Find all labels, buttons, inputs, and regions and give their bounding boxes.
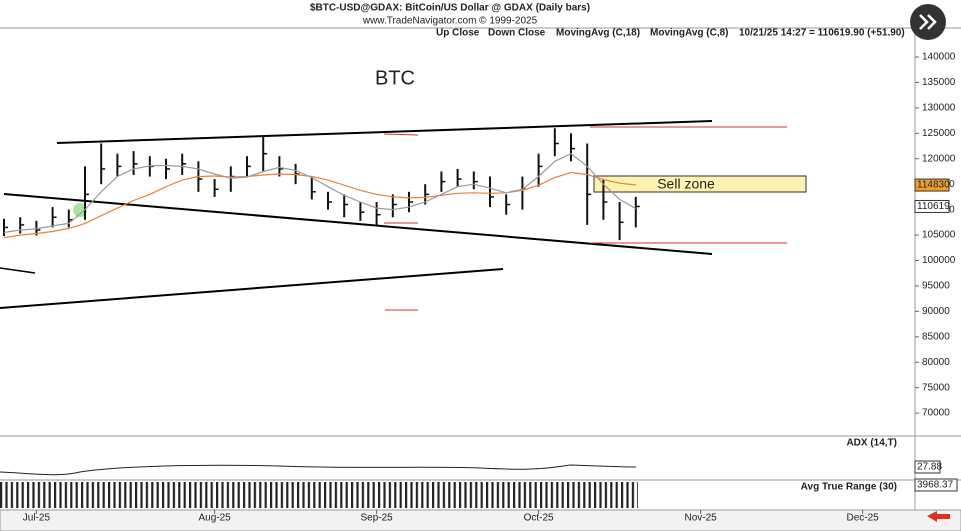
indicator-value: 3968.37: [917, 480, 954, 491]
y-tick-label: 120000: [922, 153, 956, 164]
indicator-name: ADX (14,T): [846, 438, 897, 449]
legend-ma18: MovingAvg (C,18): [556, 28, 640, 39]
annotation: BTC: [375, 67, 415, 89]
price-tag-label: 114830: [917, 180, 950, 191]
x-tick-label: Dec-25: [846, 513, 879, 524]
indicator-value: 27.88: [917, 462, 942, 473]
y-tick-label: 75000: [922, 382, 950, 393]
ma-line: [3, 152, 637, 234]
trendlines: [0, 120, 713, 309]
sell-zone: [593, 175, 807, 193]
price-tag: [914, 178, 950, 192]
y-tick-label: 95000: [922, 281, 950, 292]
ma-line: [3, 171, 636, 239]
y-tick-label: 125000: [922, 128, 956, 139]
x-tick-label: Jul-25: [23, 513, 51, 524]
y-tick-label: 130000: [922, 103, 956, 114]
y-tick-label: 70000: [922, 408, 950, 419]
signal-marker: [73, 203, 87, 217]
chart-title: $BTC-USD@GDAX: BitCoin/US Dollar @ GDAX …: [310, 3, 590, 14]
scroll-arrow[interactable]: [927, 511, 950, 522]
adx-line: [0, 464, 637, 476]
sell-zone-label: Sell zone: [657, 176, 715, 192]
x-tick-label: Sep-25: [360, 513, 393, 524]
y-tick-label: 100000: [922, 255, 956, 266]
x-axis-strip: [0, 509, 961, 531]
y-tick-label: 140000: [922, 52, 956, 63]
indicator-tag: [914, 460, 941, 474]
y-tick-label: 135000: [922, 77, 956, 88]
atr-bars: [0, 482, 638, 508]
y-tick-label: 90000: [922, 306, 950, 317]
y-tick-label: 80000: [922, 357, 950, 368]
legend-up: Up Close: [436, 28, 480, 39]
nav-button[interactable]: [910, 4, 946, 40]
status: 10/21/25 14:27 = 110619.90 (+51.90): [739, 28, 905, 39]
y-tick-label: 105000: [922, 230, 956, 241]
y-tick-label: 85000: [922, 331, 950, 342]
legend-ma8: MovingAvg (C,8): [650, 28, 729, 39]
indicator-tag: [914, 478, 958, 492]
indicator-name: Avg True Range (30): [801, 482, 897, 493]
level-lines: [383, 126, 787, 311]
legend-down: Down Close: [488, 28, 546, 39]
x-tick-label: Oct-25: [524, 513, 554, 524]
chart-subtitle: www.TradeNavigator.com © 1999-2025: [362, 16, 538, 27]
x-tick-label: Aug-25: [198, 513, 231, 524]
price-tag: [914, 199, 950, 213]
price-tag-label: 110619: [917, 201, 950, 212]
x-tick-label: Nov-25: [684, 513, 717, 524]
